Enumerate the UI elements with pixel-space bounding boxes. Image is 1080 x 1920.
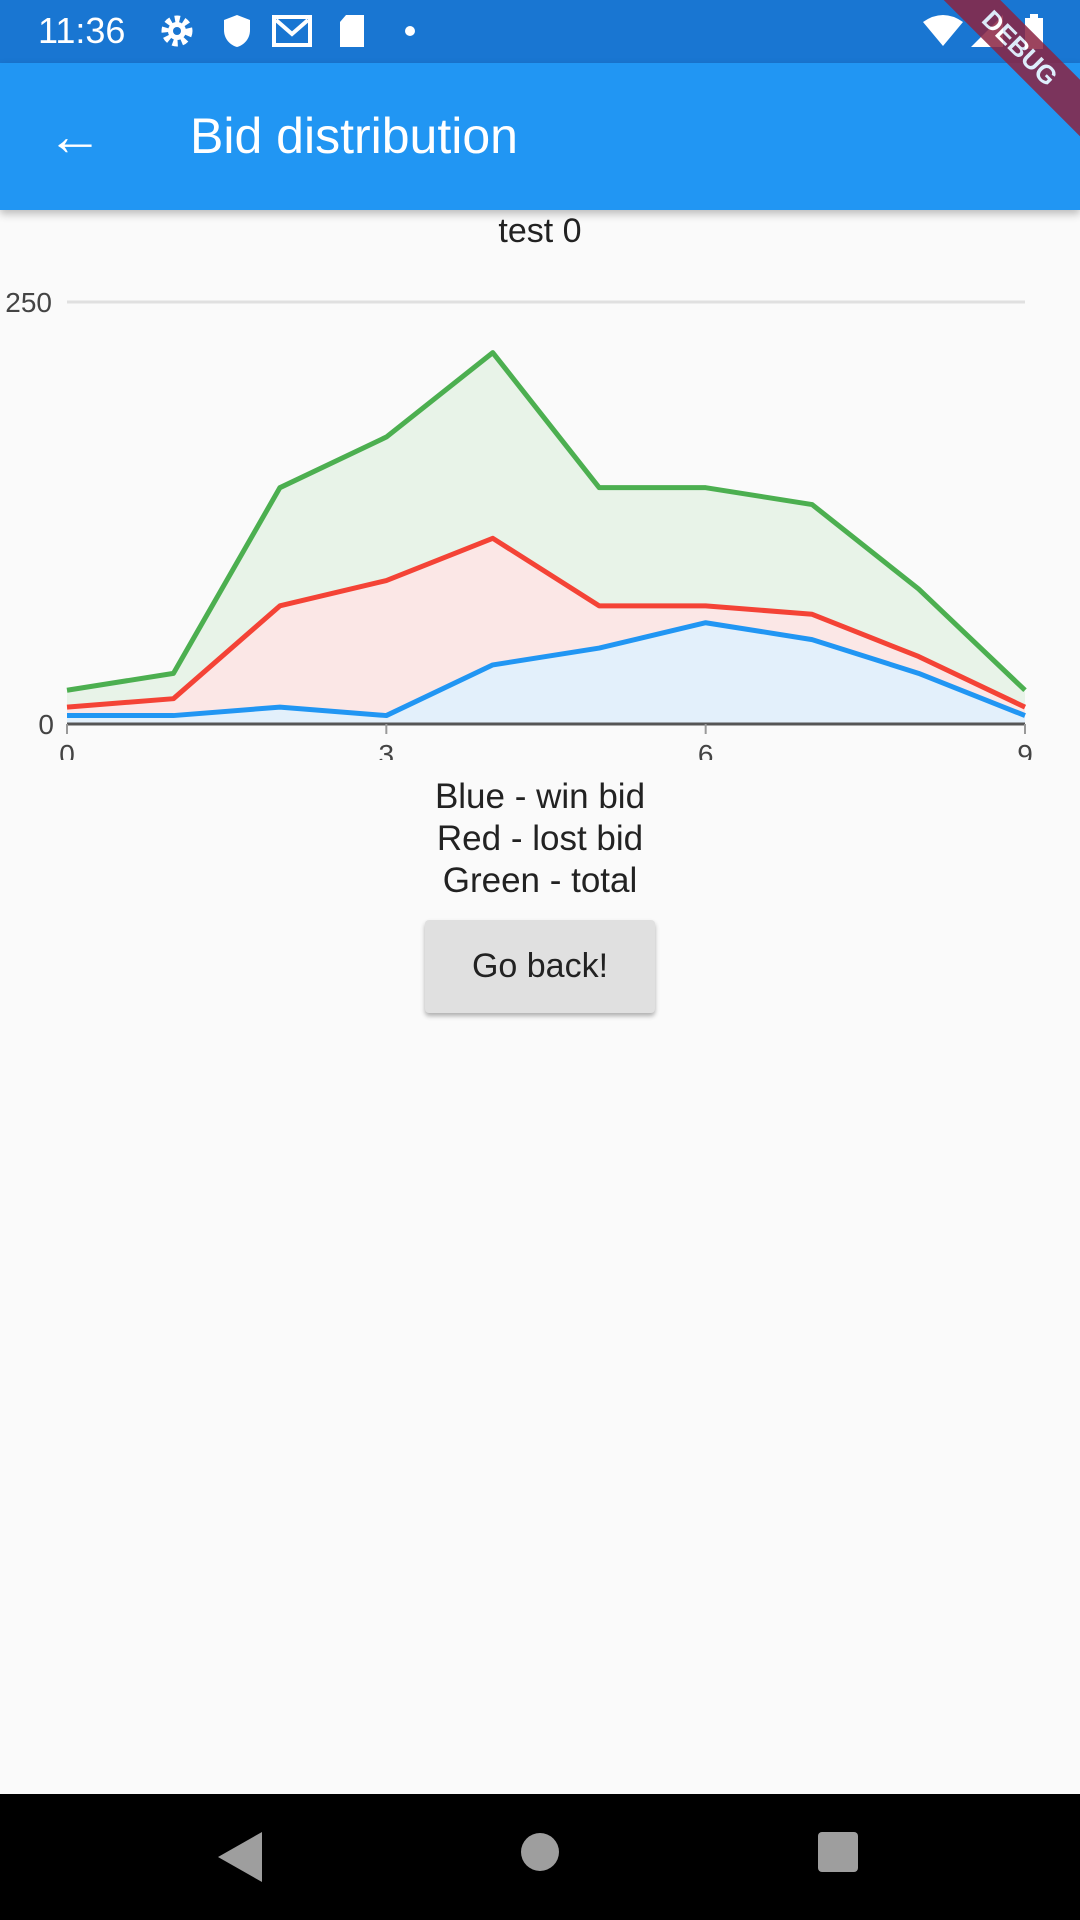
arrow-back-icon[interactable]: ←: [47, 104, 103, 167]
y-tick-label: 250: [5, 287, 52, 318]
mail-icon: [272, 15, 312, 47]
series-area-2: [67, 622, 1025, 724]
wifi-icon: [923, 15, 963, 46]
dot-icon: [405, 26, 415, 36]
status-time: 11:36: [38, 10, 126, 51]
nav-back-icon[interactable]: [218, 1832, 262, 1882]
page-title: Bid distribution: [190, 108, 518, 164]
sd-card-icon: [340, 15, 364, 47]
gear-icon: [161, 15, 193, 47]
series-line-0: [66, 350, 1027, 693]
x-tick-label: 6: [698, 739, 714, 760]
navigation-bar: [0, 1794, 1080, 1920]
chart-title: test 0: [498, 212, 582, 250]
legend-blue: Blue - win bid: [434, 777, 646, 816]
legend: Blue - win bid Red - lost bid Green - to…: [0, 776, 1080, 902]
status-bar: 11:36: [0, 0, 1080, 63]
nav-recents-icon[interactable]: [818, 1832, 858, 1882]
shield-icon: [224, 15, 250, 47]
x-tick-label: 3: [379, 739, 395, 760]
bid-chart: 0 3 6 9 0 250: [5, 287, 1033, 760]
series-line-1: [66, 535, 1027, 710]
x-tick-label: 9: [1017, 739, 1033, 760]
app-bar: ← Bid distribution: [0, 63, 1080, 210]
series-line-2: [67, 620, 1026, 719]
x-tick-label: 0: [59, 739, 75, 760]
nav-home-icon[interactable]: [520, 1832, 560, 1882]
y-tick-label: 0: [38, 709, 54, 740]
go-back-button[interactable]: Go back!: [425, 920, 655, 1013]
legend-red: Red - lost bid: [436, 819, 644, 858]
legend-green: Green - total: [442, 861, 638, 900]
